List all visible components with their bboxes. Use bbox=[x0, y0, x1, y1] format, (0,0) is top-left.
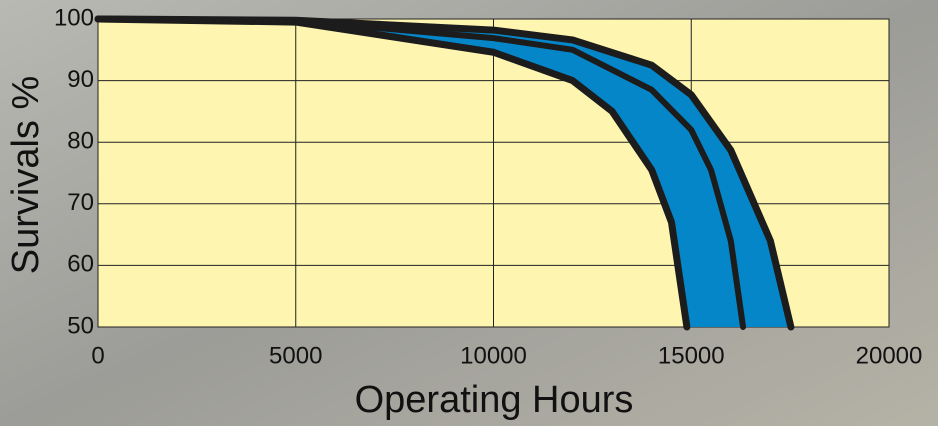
y-tick-label: 80 bbox=[67, 128, 94, 155]
y-tick-label: 50 bbox=[67, 312, 94, 339]
page: {"chart_data": {"type": "band-line", "x_… bbox=[0, 0, 938, 426]
y-axis-title: Survivals % bbox=[5, 76, 47, 275]
x-tick-label: 10000 bbox=[460, 342, 527, 369]
y-tick-label: 90 bbox=[67, 66, 94, 93]
x-axis-title: Operating Hours bbox=[355, 379, 634, 421]
x-tick-label: 15000 bbox=[658, 342, 725, 369]
x-tick-label: 0 bbox=[91, 342, 104, 369]
x-tick-label: 20000 bbox=[856, 342, 923, 369]
y-tick-label: 60 bbox=[67, 251, 94, 278]
plot: 50 60 70 80 90 100 0 5000 10000 15000 20000 bbox=[54, 4, 922, 369]
y-tick-label: 100 bbox=[54, 4, 94, 31]
x-tick-label: 5000 bbox=[269, 342, 322, 369]
chart: 50 60 70 80 90 100 0 5000 10000 15000 20000 Operat… bbox=[0, 0, 938, 426]
y-tick-label: 70 bbox=[67, 189, 94, 216]
